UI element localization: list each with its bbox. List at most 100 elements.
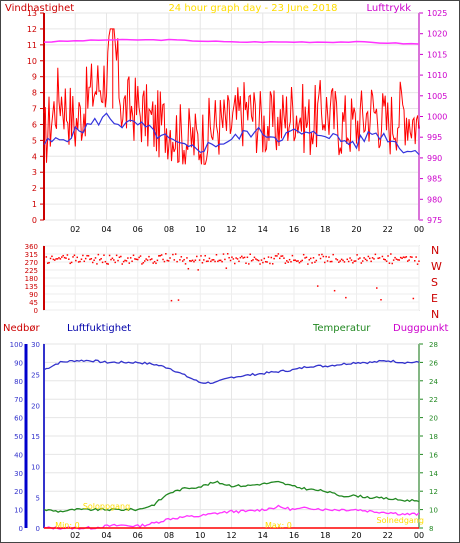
wind-direction-point [326, 260, 329, 262]
wind-direction-point [295, 260, 298, 262]
wind-direction-point [77, 261, 80, 263]
wind-direction-point [94, 257, 97, 259]
wind-direction-point [153, 260, 156, 263]
panel-2-tick-label: 45 [29, 299, 38, 307]
wind-direction-point [309, 257, 312, 260]
panel-1-x-tick-label: 20 [351, 225, 361, 234]
wind-direction-point [131, 260, 133, 263]
wind-direction-point [369, 257, 371, 260]
wind-direction-point [148, 255, 150, 258]
wind-direction-point [174, 253, 177, 255]
wind-direction-point [215, 253, 218, 256]
wind-direction-point [294, 259, 296, 261]
panel-3-x-tick-label: 20 [351, 531, 361, 540]
wind-direction-point [290, 261, 292, 263]
wind-direction-point [266, 261, 268, 263]
temp-tick-label: 24 [429, 378, 438, 386]
wind-direction-point [374, 253, 377, 256]
wind-direction-point [356, 254, 358, 256]
wind-direction-point [363, 257, 365, 259]
wind-direction-point [284, 262, 287, 264]
wind-direction-point [231, 256, 233, 258]
wind-direction-point [155, 262, 157, 265]
wind-direction-point [331, 260, 333, 263]
wind-direction-point [86, 254, 88, 257]
precip-tick-label: 5 [36, 494, 40, 502]
wind-direction-point [159, 254, 161, 257]
wind-direction-point [218, 259, 221, 262]
wind-direction-point [186, 257, 188, 259]
wind-direction-point [97, 253, 100, 256]
wind-direction-point [120, 255, 122, 258]
panel-3-x-tick-label: 18 [320, 531, 330, 540]
wind-direction-point [146, 259, 149, 261]
wind-direction-point [225, 267, 228, 269]
humidity-tick-label: 40 [14, 451, 23, 459]
wind-direction-point [273, 257, 275, 260]
wind-direction-point [205, 260, 208, 263]
wind-direction-point [200, 255, 202, 257]
panel-3-x-tick-label: 16 [289, 531, 299, 540]
panel-2-compass-label: N [431, 244, 439, 257]
panel-2-tick-label: 0 [34, 307, 38, 315]
panel-1-x-tick-label: 00 [414, 225, 424, 234]
panel-1-right-tick-label: 1015 [427, 50, 447, 59]
wind-direction-point [288, 258, 291, 261]
wind-direction-point [312, 257, 315, 259]
temp-tick-label: 8 [429, 525, 433, 533]
wind-direction-point [345, 296, 347, 299]
panel-3-x-tick-label: 12 [226, 531, 236, 540]
wind-direction-point [198, 259, 201, 261]
wind-direction-point [66, 254, 69, 256]
wind-direction-point [134, 258, 136, 260]
panel-2-tick-label: 180 [25, 275, 38, 283]
temp-tick-label: 26 [429, 359, 438, 367]
wind-direction-point [384, 258, 386, 261]
wind-direction-point [246, 256, 249, 259]
humidity-tick-label: 30 [14, 470, 23, 478]
wind-direction-point [114, 261, 116, 264]
panel-2-tick-label: 360 [25, 243, 38, 251]
wind-direction-point [197, 269, 199, 271]
panel-1-left-tick-label: 2 [32, 184, 37, 193]
wind-direction-point [169, 257, 171, 259]
wind-direction-point [165, 253, 167, 255]
wind-direction-point [350, 259, 353, 261]
wind-direction-point [110, 258, 112, 261]
wind-direction-point [232, 258, 235, 260]
wind-direction-point [103, 254, 105, 256]
wind-direction-point [226, 253, 229, 255]
wind-direction-point [335, 258, 337, 260]
panel-1-left-tick-label: 7 [32, 105, 37, 114]
panel-1-x-tick-label: 14 [258, 225, 268, 234]
wind-direction-point [180, 256, 183, 258]
panel-1-x-tick-label: 18 [320, 225, 330, 234]
wind-direction-point [144, 260, 146, 262]
panel-2-tick-label: 90 [29, 291, 38, 299]
wind-direction-point [383, 258, 385, 260]
wind-direction-point [196, 255, 198, 258]
panel-3-x-tick-label: 02 [70, 531, 80, 540]
wind-direction-point [117, 259, 119, 262]
wind-direction-point [394, 256, 396, 259]
wind-direction-point [366, 259, 368, 262]
wind-direction-point [255, 258, 257, 260]
precip-tick-label: 10 [31, 464, 40, 472]
wind-direction-point [139, 255, 142, 257]
panel-1-x-tick-label: 06 [133, 225, 143, 234]
wind-direction-point [214, 260, 216, 263]
wind-direction-point [297, 260, 299, 262]
wind-direction-point [163, 260, 166, 263]
humidity-tick-label: 70 [14, 396, 23, 404]
wind-direction-point [387, 255, 389, 257]
panel-3-x-tick-label: 06 [133, 531, 143, 540]
panel-1-left-tick-label: 1 [32, 200, 37, 209]
wind-direction-point [152, 262, 154, 264]
panel-3-series-label: Nedbør [3, 323, 40, 334]
wind-direction-point [371, 257, 374, 259]
wind-direction-point [73, 254, 76, 257]
wind-direction-point [100, 257, 102, 260]
wind-direction-point [281, 255, 284, 257]
wind-direction-point [338, 261, 340, 263]
wind-direction-point [121, 263, 123, 265]
